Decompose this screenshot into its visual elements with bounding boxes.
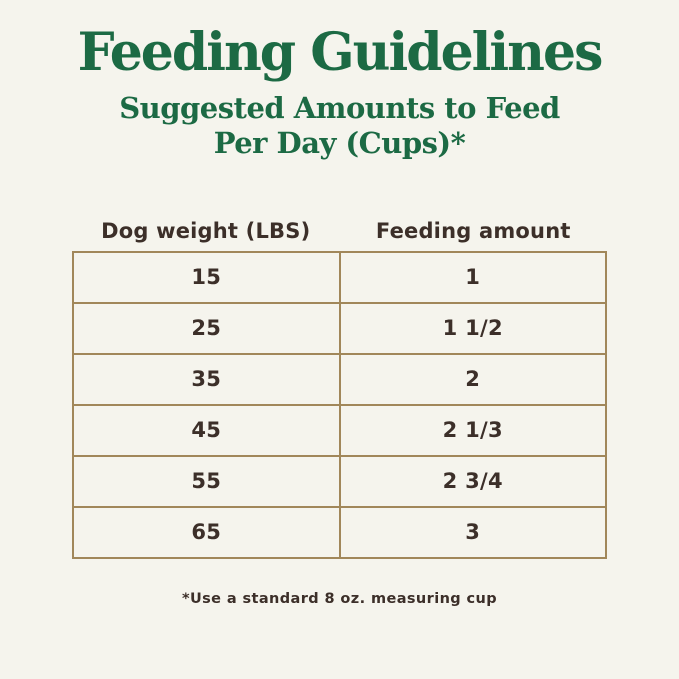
table-row: 25 1 1/2: [72, 301, 607, 355]
amount-cell: 3: [338, 505, 607, 559]
feeding-table: 15 1 25 1 1/2 35 2 45 2 1/3 55 2 3/4: [72, 250, 607, 559]
table-column-headers: Dog weight (LBS) Feeding amount: [72, 219, 607, 243]
table-row: 35 2: [72, 352, 607, 406]
page-title: Feeding Guidelines: [77, 22, 604, 83]
column-header-dog-weight: Dog weight (LBS): [101, 218, 311, 243]
weight-cell: 15: [72, 250, 341, 304]
amount-cell: 2 3/4: [338, 454, 607, 508]
weight-cell: 25: [72, 301, 341, 355]
subtitle-line-1: Suggested Amounts to Feed: [119, 91, 560, 126]
table-row: 65 3: [72, 505, 607, 559]
feeding-table-section: Dog weight (LBS) Feeding amount 15 1 25 …: [72, 219, 607, 559]
table-row: 45 2 1/3: [72, 403, 607, 457]
table-row: 15 1: [72, 250, 607, 304]
measuring-cup-footnote: *Use a standard 8 oz. measuring cup: [181, 590, 498, 607]
amount-cell: 2 1/3: [338, 403, 607, 457]
table-row: 55 2 3/4: [72, 454, 607, 508]
column-header-feeding-amount: Feeding amount: [375, 218, 571, 243]
amount-cell: 1 1/2: [338, 301, 607, 355]
amount-cell: 2: [338, 352, 607, 406]
amount-cell: 1: [338, 250, 607, 304]
weight-cell: 35: [72, 352, 341, 406]
page-subtitle: Suggested Amounts to Feed Per Day (Cups)…: [0, 91, 679, 161]
weight-cell: 45: [72, 403, 341, 457]
weight-cell: 65: [72, 505, 341, 559]
weight-cell: 55: [72, 454, 341, 508]
subtitle-line-2: Per Day (Cups)*: [213, 125, 466, 160]
